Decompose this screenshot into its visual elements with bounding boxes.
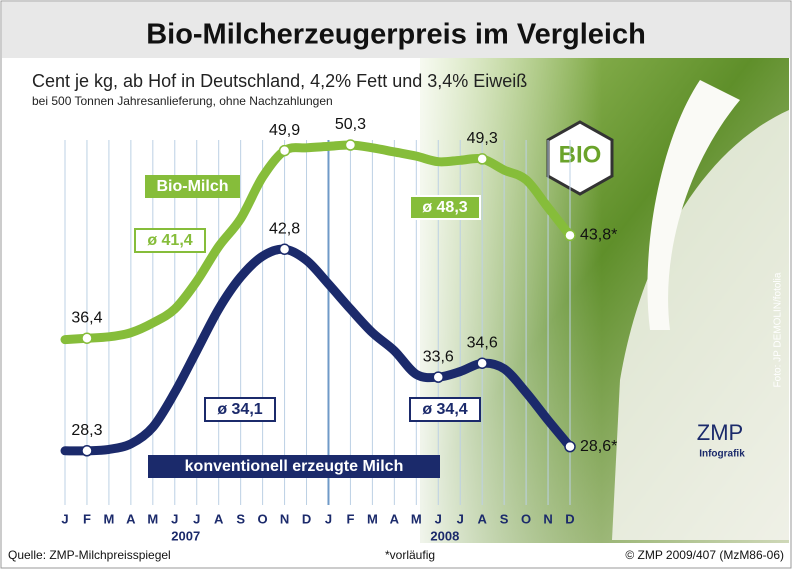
value-label: 34,6 — [467, 334, 498, 351]
chart-title: Bio-Milcherzeugerpreis im Vergleich — [146, 19, 646, 51]
source: Quelle: ZMP-Milchpreisspiegel — [8, 548, 171, 562]
x-tick-label: M — [147, 511, 158, 526]
value-label: 49,9 — [269, 122, 300, 139]
x-tick-label: F — [83, 511, 91, 526]
point — [565, 442, 575, 452]
annotation: ø 34,4 — [422, 401, 467, 418]
point — [565, 230, 575, 240]
x-tick-label: J — [457, 511, 464, 526]
point — [82, 333, 92, 343]
photo-credit: Foto: JP DEMOLIN/fotolia — [773, 272, 784, 387]
x-tick-label: J — [61, 511, 68, 526]
x-tick-label: M — [367, 511, 378, 526]
x-tick-label: N — [543, 511, 552, 526]
value-label: 36,4 — [71, 309, 102, 326]
x-tick-label: N — [280, 511, 289, 526]
x-tick-label: J — [193, 511, 200, 526]
copyright: © ZMP 2009/407 (MzM86-06) — [625, 548, 784, 562]
point — [345, 140, 355, 150]
x-tick-label: A — [214, 511, 224, 526]
subtitle: Cent je kg, ab Hof in Deutschland, 4,2% … — [32, 71, 527, 91]
legend-label: konventionell erzeugte Milch — [185, 458, 404, 475]
value-label: 50,3 — [335, 116, 366, 133]
legend-label: Bio-Milch — [157, 178, 229, 195]
value-label: 28,6* — [580, 438, 617, 455]
x-tick-label: D — [302, 511, 311, 526]
x-tick-label: S — [236, 511, 245, 526]
value-label: 43,8* — [580, 227, 617, 244]
x-tick-label: A — [477, 511, 487, 526]
x-tick-label: O — [258, 511, 268, 526]
x-tick-label: A — [126, 511, 136, 526]
note: bei 500 Tonnen Jahresanlieferung, ohne N… — [32, 94, 333, 108]
annotation: ø 41,4 — [147, 232, 192, 249]
point — [280, 244, 290, 254]
x-tick-label: F — [346, 511, 354, 526]
x-tick-label: M — [411, 511, 422, 526]
point — [82, 446, 92, 456]
value-label: 33,6 — [423, 348, 454, 365]
logo-sub: Infografik — [699, 449, 745, 460]
annotation: ø 34,1 — [217, 401, 262, 418]
value-label: 42,8 — [269, 220, 300, 237]
x-tick-label: J — [171, 511, 178, 526]
x-tick-label: J — [435, 511, 442, 526]
chart: Bio-Milcherzeugerpreis im Vergleich Cent… — [0, 0, 792, 569]
point — [477, 154, 487, 164]
x-tick-label: A — [390, 511, 400, 526]
point — [433, 372, 443, 382]
x-group-label: 2008 — [430, 528, 459, 543]
x-tick-label: D — [565, 511, 574, 526]
value-label: 28,3 — [71, 422, 102, 439]
x-group-label: 2007 — [171, 528, 200, 543]
point — [280, 146, 290, 156]
annotation: ø 48,3 — [422, 199, 467, 216]
x-tick-label: S — [500, 511, 509, 526]
x-tick-label: M — [103, 511, 114, 526]
x-tick-label: O — [521, 511, 531, 526]
page: {"chart_data": { "type": "line", "title"… — [0, 0, 792, 569]
value-label: 49,3 — [467, 130, 498, 147]
x-tick-label: J — [325, 511, 332, 526]
logo: ZMP — [697, 420, 743, 445]
footnote: *vorläufig — [385, 548, 435, 562]
badge-text: BIO — [559, 141, 602, 168]
point — [477, 358, 487, 368]
